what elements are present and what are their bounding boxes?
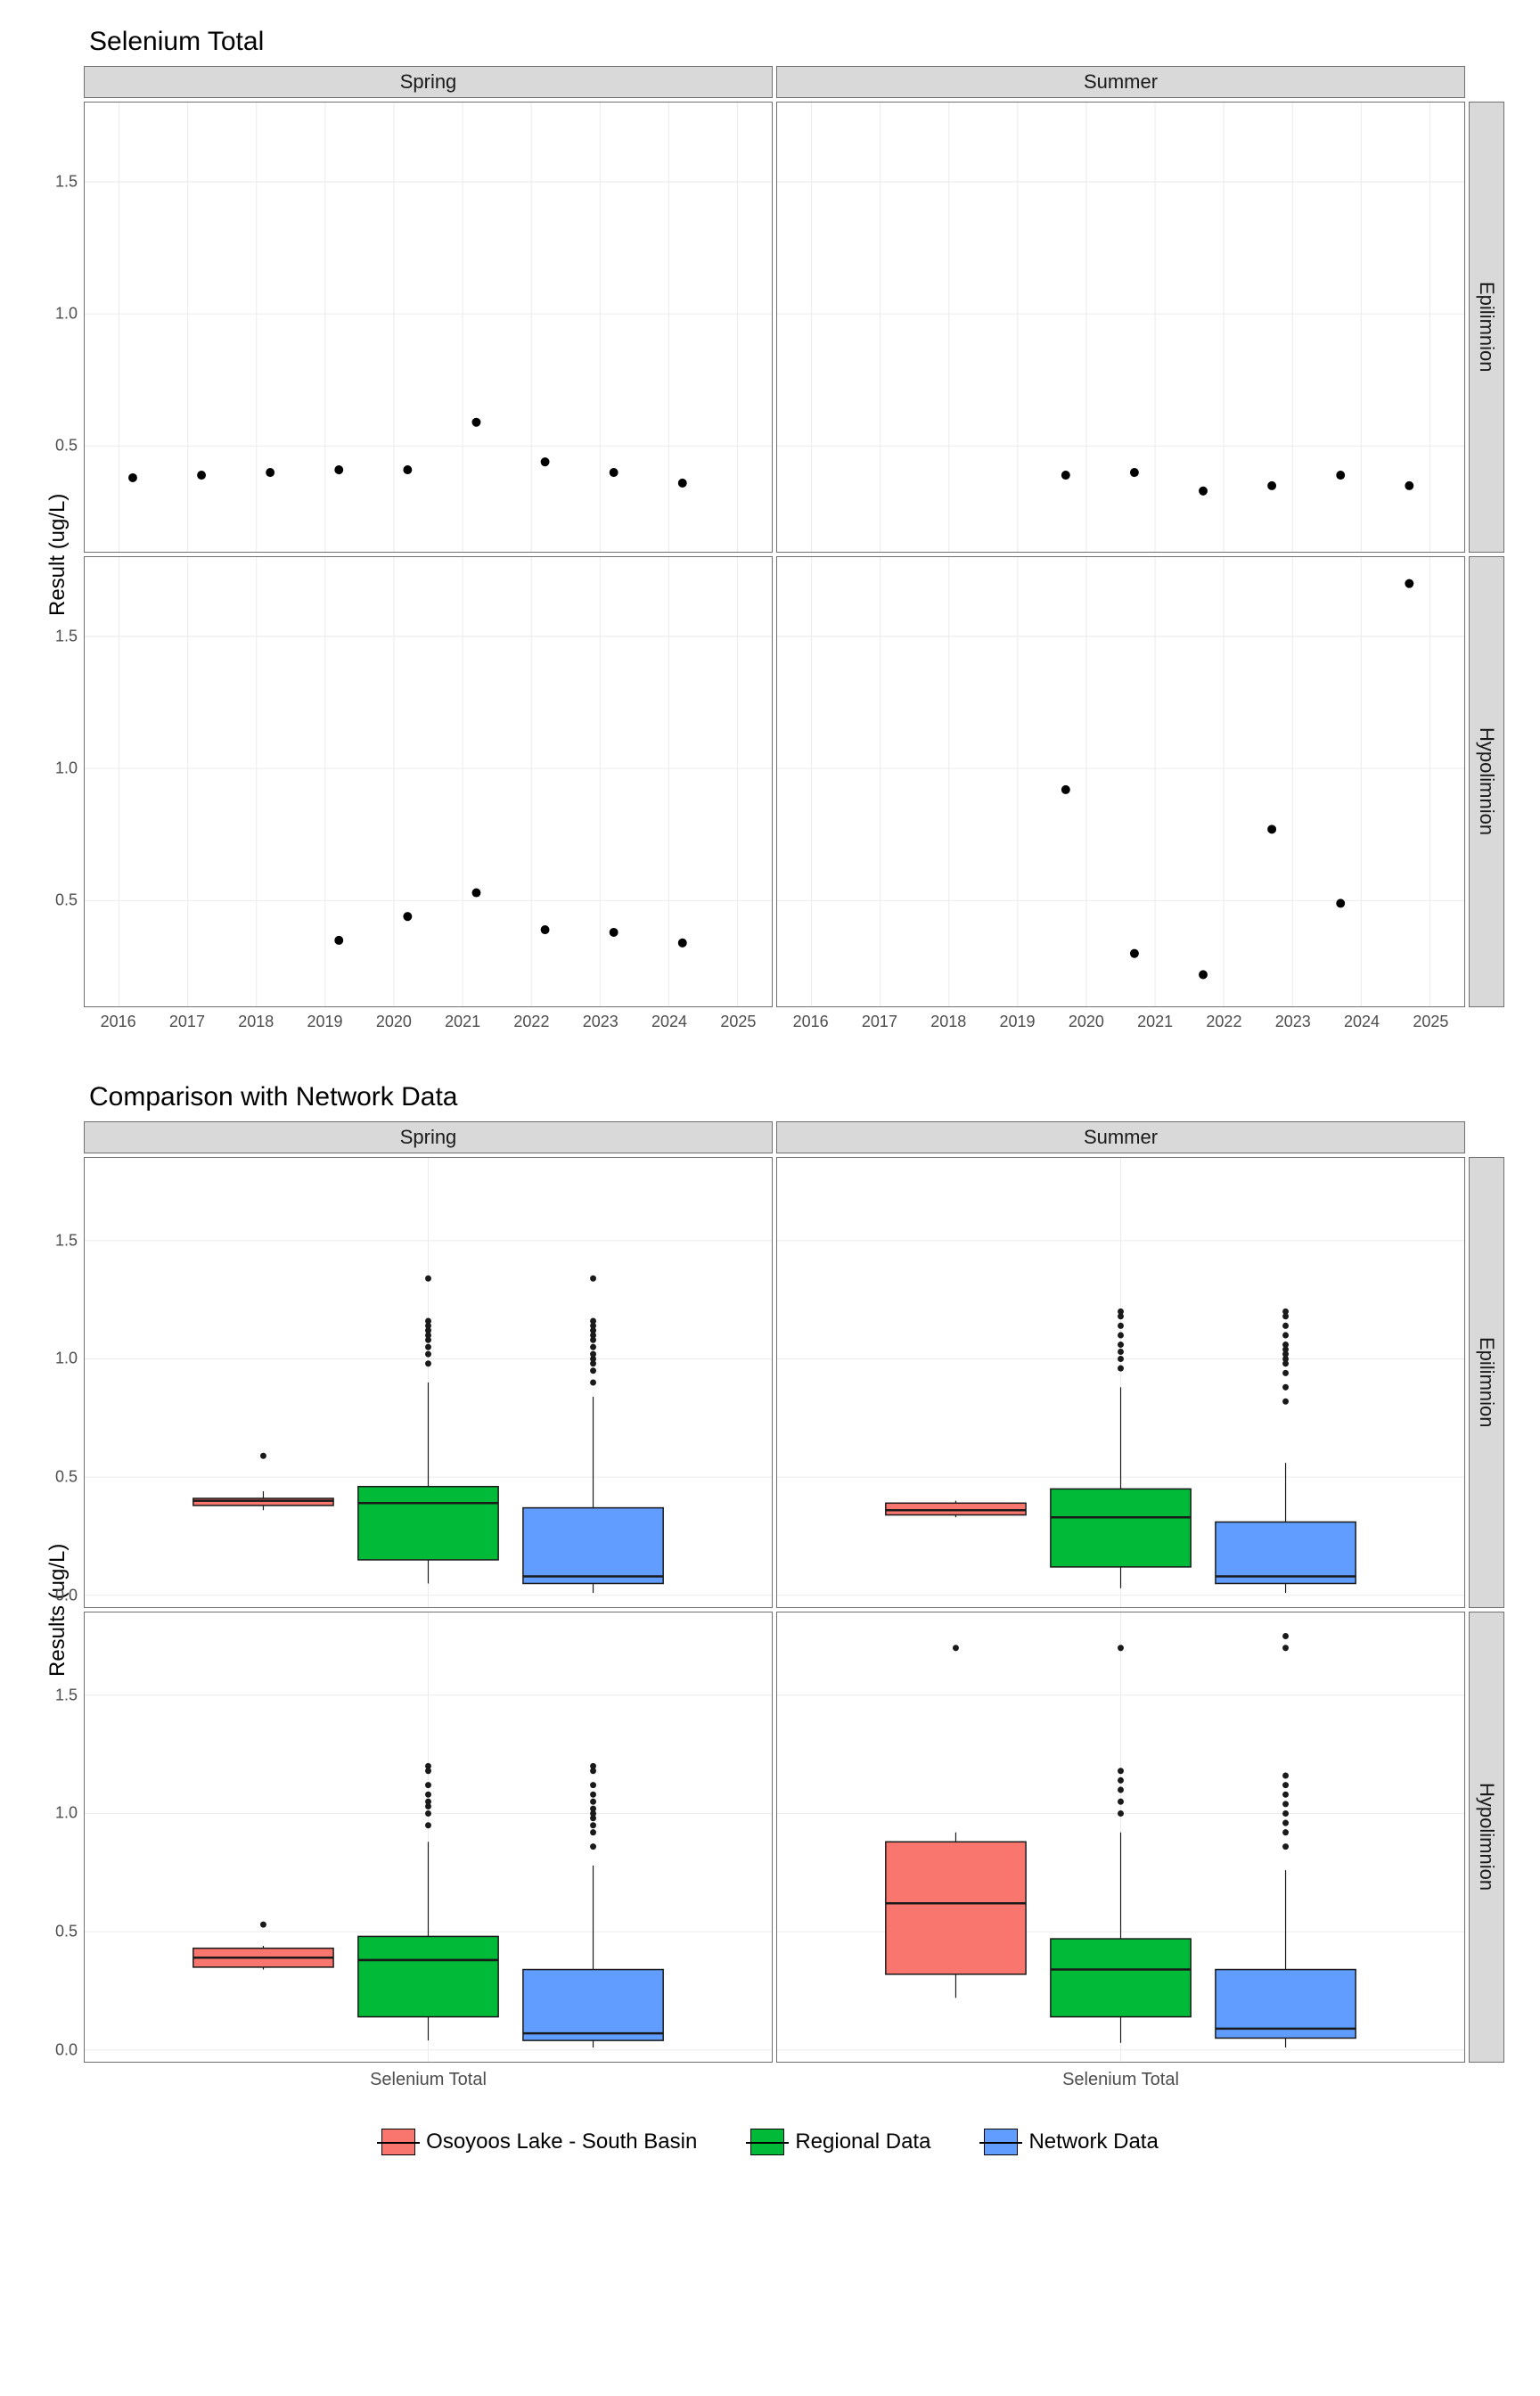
chart1-y-axis-label: Result (ug/L): [36, 102, 80, 1007]
chart1-panel-summer-hypo: [776, 556, 1465, 1007]
legend-label: Network Data: [1028, 2129, 1158, 2154]
strip-right-epi-2: Epilimnion: [1469, 1157, 1504, 1608]
chart2-title: Comparison with Network Data: [89, 1082, 1504, 1112]
chart2-panel-spring-hypo: 0.00.51.01.5: [84, 1612, 773, 2063]
legend: Osoyoos Lake - South Basin Regional Data N…: [36, 2102, 1504, 2173]
chart1-title: Selenium Total: [89, 27, 1504, 57]
chart2-grid: Spring Summer Results (ug/L) 0.00.51.01.…: [36, 1121, 1504, 2102]
chart2-panel-summer-hypo: [776, 1612, 1465, 2063]
strip-top-spring-2: Spring: [84, 1121, 773, 1153]
legend-key-icon: [381, 2129, 415, 2155]
legend-item-network: Network Data: [984, 2129, 1158, 2155]
legend-item-regional: Regional Data: [750, 2129, 930, 2155]
chart1-panel-summer-epi: [776, 102, 1465, 553]
chart1-xticks-left: 2016201720182019202020212022202320242025: [84, 1011, 773, 1046]
page-root: Selenium Total Spring Summer Result (ug/…: [0, 0, 1540, 2191]
strip-right-hypo: Hypolimnion: [1469, 556, 1504, 1007]
legend-key-icon: [984, 2129, 1018, 2155]
strip-top-summer: Summer: [776, 66, 1465, 98]
legend-label: Regional Data: [795, 2129, 930, 2154]
strip-right-epi: Epilimnion: [1469, 102, 1504, 553]
chart2-y-axis-label: Results (ug/L): [36, 1157, 80, 2063]
chart2-panel-summer-epi: [776, 1157, 1465, 1608]
chart1-grid: Spring Summer Result (ug/L) 0.51.01.5 Ep…: [36, 66, 1504, 1046]
strip-top-spring: Spring: [84, 66, 773, 98]
chart2-xlabel-left: Selenium Total: [84, 2066, 773, 2102]
chart1-xticks-right: 2016201720182019202020212022202320242025: [776, 1011, 1465, 1046]
chart2-panel-spring-epi: 0.00.51.01.5: [84, 1157, 773, 1608]
chart1-panel-spring-hypo: 0.51.01.5: [84, 556, 773, 1007]
strip-top-summer-2: Summer: [776, 1121, 1465, 1153]
chart1-panel-spring-epi: 0.51.01.5: [84, 102, 773, 553]
strip-right-hypo-2: Hypolimnion: [1469, 1612, 1504, 2063]
legend-key-icon: [750, 2129, 784, 2155]
legend-label: Osoyoos Lake - South Basin: [426, 2129, 697, 2154]
chart2-xlabel-right: Selenium Total: [776, 2066, 1465, 2102]
legend-item-osoyoos: Osoyoos Lake - South Basin: [381, 2129, 697, 2155]
